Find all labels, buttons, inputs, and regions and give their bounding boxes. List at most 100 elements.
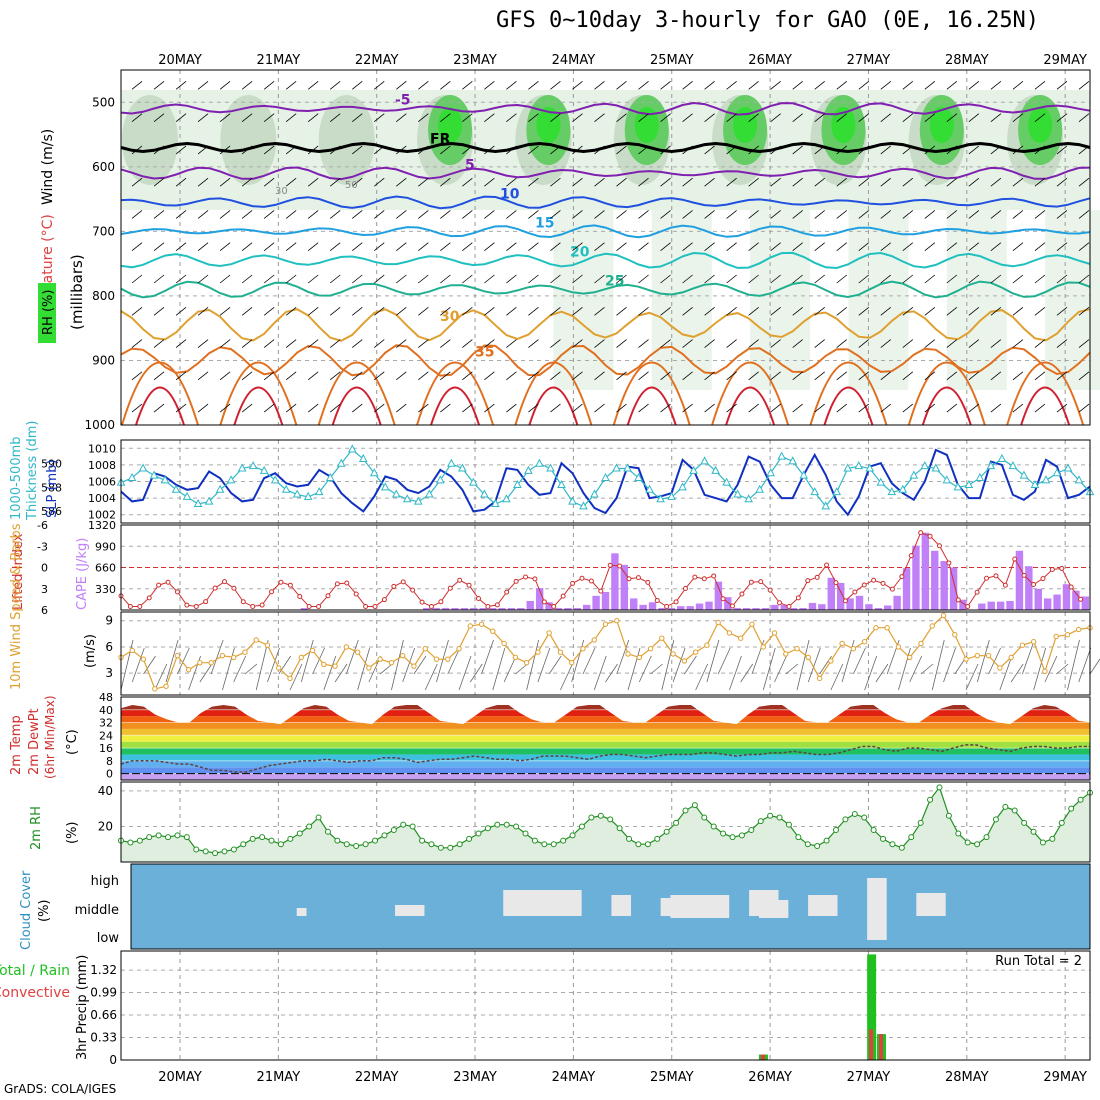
rh-marker <box>419 837 426 844</box>
wind-barb <box>638 339 649 348</box>
wind-barb <box>706 639 720 683</box>
rh-marker <box>616 825 623 832</box>
rh-marker <box>701 814 708 821</box>
wind-barb <box>1034 274 1046 284</box>
wind-barb <box>1022 639 1035 675</box>
wind-speed-marker <box>343 644 350 650</box>
wind-barb <box>219 371 231 381</box>
wind-barb <box>792 210 803 219</box>
rh-marker <box>400 821 407 828</box>
cape-bar <box>423 608 431 610</box>
wind-barb <box>307 113 319 122</box>
rh-marker <box>409 823 416 830</box>
wind-barb <box>153 242 165 252</box>
slp-tick-label: 1008 <box>88 459 116 472</box>
wind-barb <box>770 339 781 348</box>
wind-barb <box>774 655 787 683</box>
isotherm-line <box>120 280 1091 299</box>
rh-marker <box>945 812 952 819</box>
wind-barb <box>1056 339 1068 348</box>
wind-barb <box>748 81 759 90</box>
wind-barb <box>1056 371 1068 381</box>
cape-bar <box>648 602 657 610</box>
wind-barb <box>836 306 847 316</box>
temp-band <box>121 735 1090 742</box>
wind-barb <box>484 403 495 413</box>
rh-marker <box>955 830 962 837</box>
wind-speed-marker <box>264 642 271 648</box>
rh-marker <box>259 834 266 841</box>
wind-barb <box>481 639 494 675</box>
wind-barb <box>748 403 759 413</box>
wind-barb <box>515 663 528 675</box>
thickness-tick-label: 590 <box>41 458 62 471</box>
cloud-block <box>611 895 632 916</box>
thickness-marker <box>303 491 313 500</box>
wind-barb <box>131 306 143 316</box>
thickness-marker <box>1074 475 1084 484</box>
wind-barb <box>999 655 1013 691</box>
wind-barb <box>836 242 847 252</box>
thickness-marker <box>369 468 379 477</box>
wind-barb <box>858 339 870 348</box>
rh-moist-core <box>733 107 758 143</box>
precip-frame <box>120 950 1091 1061</box>
wind-barb <box>605 663 618 683</box>
wind-barb <box>1034 113 1046 122</box>
rh-marker <box>795 834 802 841</box>
wind-barb <box>672 647 686 683</box>
cloud-block <box>503 890 582 916</box>
wind-barb <box>704 403 715 413</box>
wind-barb <box>946 81 958 90</box>
thickness-marker <box>171 484 181 493</box>
wind-barb <box>351 371 363 381</box>
wind-barb <box>199 663 213 683</box>
wind-speed-marker <box>771 630 778 636</box>
wind-barb <box>880 371 892 381</box>
top-date-label: 20MAY <box>158 53 202 68</box>
rh-marker <box>738 832 745 839</box>
li-axis-title: Lifted Index <box>11 533 26 610</box>
hot-arch-line <box>725 386 776 426</box>
thickness-marker <box>259 465 269 474</box>
wind-speed-marker <box>399 652 406 659</box>
wind-speed-marker <box>726 630 733 636</box>
wind-barb <box>131 403 143 413</box>
wind-barb <box>770 403 781 413</box>
wind-barb <box>594 339 605 348</box>
cloud-block <box>758 900 789 918</box>
rh-marker <box>390 827 397 833</box>
li-marker <box>532 576 538 582</box>
wind-barb <box>660 242 671 252</box>
thickness-marker <box>579 501 588 510</box>
wind-barb <box>241 371 253 381</box>
wind-barb <box>550 145 561 155</box>
wind-speed-marker <box>591 637 597 643</box>
wind-barb <box>484 81 495 90</box>
cloud-plot: high middle low <box>75 863 1091 950</box>
wind-barb <box>219 403 231 413</box>
wind-speed-marker <box>140 656 147 662</box>
wind-speed-marker <box>129 647 135 654</box>
hot-arch-line <box>626 386 677 426</box>
isotherm-label: -5 <box>395 93 411 109</box>
wind-barb <box>946 403 958 413</box>
thickness-marker <box>711 465 720 474</box>
wind-barb <box>307 339 319 348</box>
li-marker <box>419 599 425 605</box>
wind-speed-marker <box>692 649 699 655</box>
rh-marker <box>992 816 999 823</box>
wind-barb <box>924 306 936 316</box>
wind-barb <box>726 371 737 381</box>
wind-barb <box>197 113 209 122</box>
rh-marker <box>983 834 990 841</box>
li-marker <box>513 578 519 584</box>
wind-barb <box>968 371 980 381</box>
wind-barb <box>902 274 914 284</box>
wind-barb <box>616 242 627 252</box>
wind-barb <box>560 663 573 691</box>
wind-barb <box>550 210 561 219</box>
li-marker <box>824 562 830 568</box>
rh-marker <box>362 841 369 848</box>
wind-barb <box>946 306 958 316</box>
